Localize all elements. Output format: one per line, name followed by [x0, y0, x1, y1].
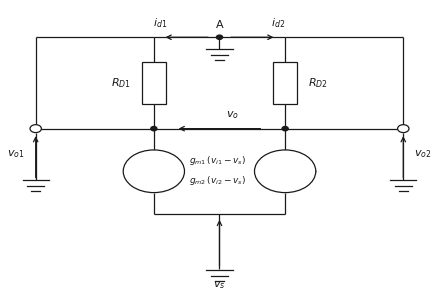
Circle shape [282, 126, 288, 131]
Text: $v_{o2}$: $v_{o2}$ [413, 149, 431, 160]
Text: $i_{d2}$: $i_{d2}$ [271, 16, 285, 30]
Circle shape [123, 150, 184, 192]
Circle shape [30, 125, 41, 132]
Text: $v_s$: $v_s$ [213, 279, 225, 291]
Text: $R_{D1}$: $R_{D1}$ [111, 76, 131, 90]
Text: $v_o$: $v_o$ [226, 109, 239, 121]
Text: $R_{D2}$: $R_{D2}$ [307, 76, 327, 90]
Circle shape [216, 35, 222, 39]
Circle shape [397, 125, 408, 132]
Text: $g_{m1}\,(v_{i1}-v_s)$: $g_{m1}\,(v_{i1}-v_s)$ [188, 154, 245, 167]
Circle shape [150, 126, 156, 131]
Text: $g_{m2}\,(v_{i2}-v_s)$: $g_{m2}\,(v_{i2}-v_s)$ [188, 174, 245, 187]
Bar [272, 62, 297, 104]
Circle shape [254, 150, 315, 192]
Text: $v_{o1}$: $v_{o1}$ [7, 149, 25, 160]
Text: $i_{d1}$: $i_{d1}$ [153, 16, 167, 30]
Text: A: A [215, 20, 223, 30]
Bar [141, 62, 166, 104]
